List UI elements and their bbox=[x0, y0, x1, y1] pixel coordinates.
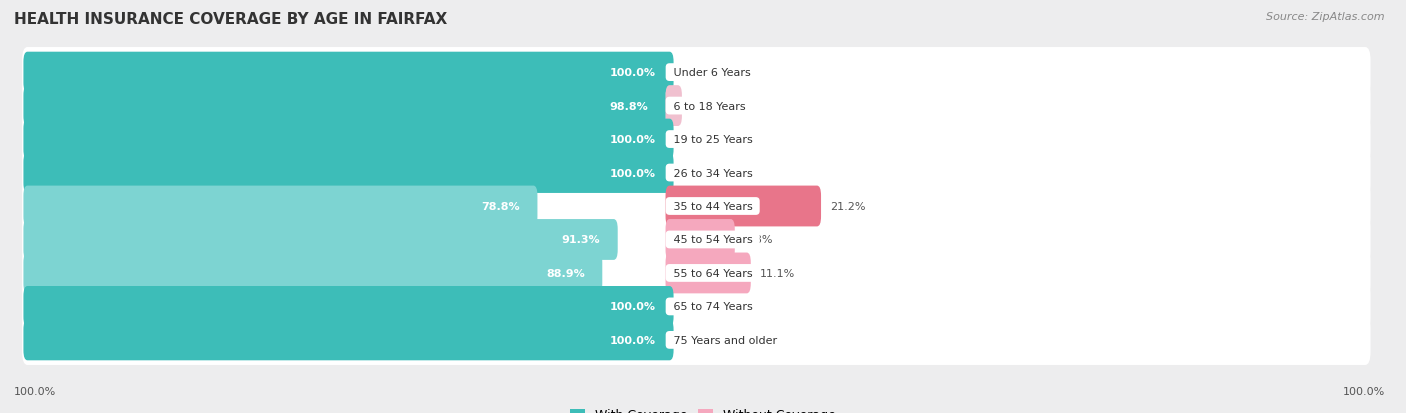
Text: 11.1%: 11.1% bbox=[761, 268, 796, 278]
Text: 35 to 44 Years: 35 to 44 Years bbox=[669, 202, 756, 211]
Text: Under 6 Years: Under 6 Years bbox=[669, 68, 754, 78]
FancyBboxPatch shape bbox=[22, 215, 1371, 265]
Text: 0.0%: 0.0% bbox=[683, 135, 711, 145]
Text: 100.0%: 100.0% bbox=[1343, 387, 1385, 396]
FancyBboxPatch shape bbox=[22, 315, 1371, 365]
Legend: With Coverage, Without Coverage: With Coverage, Without Coverage bbox=[565, 404, 841, 413]
Text: 45 to 54 Years: 45 to 54 Years bbox=[669, 235, 756, 245]
FancyBboxPatch shape bbox=[24, 220, 617, 260]
Text: 98.8%: 98.8% bbox=[610, 101, 648, 112]
FancyBboxPatch shape bbox=[665, 86, 682, 127]
FancyBboxPatch shape bbox=[22, 81, 1371, 131]
Text: 0.0%: 0.0% bbox=[683, 68, 711, 78]
Text: 100.0%: 100.0% bbox=[610, 135, 657, 145]
FancyBboxPatch shape bbox=[24, 86, 666, 127]
Text: 65 to 74 Years: 65 to 74 Years bbox=[669, 301, 756, 312]
FancyBboxPatch shape bbox=[24, 186, 537, 227]
Text: 6 to 18 Years: 6 to 18 Years bbox=[669, 101, 748, 112]
Text: 78.8%: 78.8% bbox=[481, 202, 520, 211]
FancyBboxPatch shape bbox=[22, 115, 1371, 165]
FancyBboxPatch shape bbox=[22, 282, 1371, 332]
FancyBboxPatch shape bbox=[24, 119, 673, 160]
Text: 100.0%: 100.0% bbox=[610, 68, 657, 78]
Text: 0.0%: 0.0% bbox=[683, 168, 711, 178]
FancyBboxPatch shape bbox=[24, 52, 673, 93]
Text: 100.0%: 100.0% bbox=[610, 335, 657, 345]
Text: 0.0%: 0.0% bbox=[683, 301, 711, 312]
FancyBboxPatch shape bbox=[665, 220, 735, 260]
Text: 55 to 64 Years: 55 to 64 Years bbox=[669, 268, 755, 278]
FancyBboxPatch shape bbox=[24, 320, 673, 361]
FancyBboxPatch shape bbox=[22, 181, 1371, 232]
Text: 75 Years and older: 75 Years and older bbox=[669, 335, 780, 345]
FancyBboxPatch shape bbox=[24, 253, 602, 294]
FancyBboxPatch shape bbox=[22, 148, 1371, 198]
Text: 26 to 34 Years: 26 to 34 Years bbox=[669, 168, 756, 178]
Text: Source: ZipAtlas.com: Source: ZipAtlas.com bbox=[1267, 12, 1385, 22]
Text: 19 to 25 Years: 19 to 25 Years bbox=[669, 135, 756, 145]
Text: 100.0%: 100.0% bbox=[14, 387, 56, 396]
FancyBboxPatch shape bbox=[665, 186, 821, 227]
Text: HEALTH INSURANCE COVERAGE BY AGE IN FAIRFAX: HEALTH INSURANCE COVERAGE BY AGE IN FAIR… bbox=[14, 12, 447, 27]
FancyBboxPatch shape bbox=[24, 286, 673, 327]
FancyBboxPatch shape bbox=[665, 253, 751, 294]
Text: 88.9%: 88.9% bbox=[546, 268, 585, 278]
FancyBboxPatch shape bbox=[22, 48, 1371, 98]
Text: 91.3%: 91.3% bbox=[561, 235, 600, 245]
Text: 0.0%: 0.0% bbox=[683, 335, 711, 345]
Text: 100.0%: 100.0% bbox=[610, 168, 657, 178]
Text: 1.2%: 1.2% bbox=[692, 101, 720, 112]
Text: 8.8%: 8.8% bbox=[744, 235, 773, 245]
FancyBboxPatch shape bbox=[22, 248, 1371, 298]
Text: 21.2%: 21.2% bbox=[831, 202, 866, 211]
FancyBboxPatch shape bbox=[24, 153, 673, 193]
Text: 100.0%: 100.0% bbox=[610, 301, 657, 312]
